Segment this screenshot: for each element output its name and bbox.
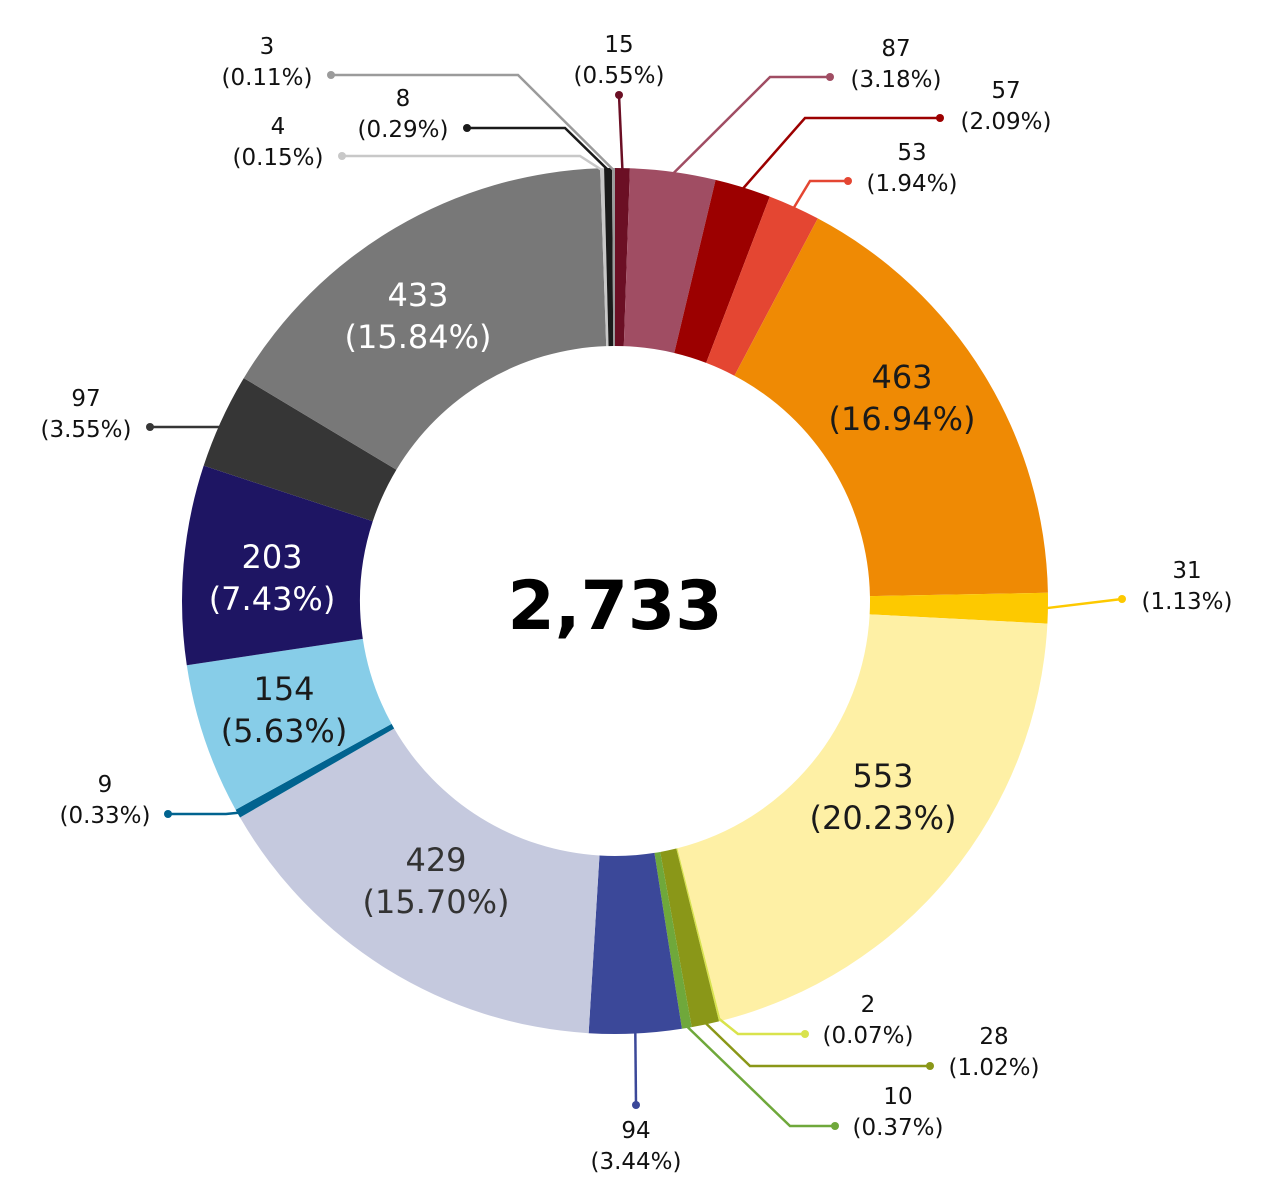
leader-dot-57	[936, 114, 944, 122]
slice-label-3: 3 (0.11%)	[221, 34, 312, 91]
slice-10	[654, 851, 692, 1029]
leader-dot-3	[327, 71, 335, 79]
leader-line-10	[685, 1025, 835, 1128]
leader-line-57	[741, 116, 940, 191]
leader-dot-94	[632, 1101, 640, 1109]
slice-label-2: 2 (0.07%)	[822, 992, 913, 1049]
slice-53	[706, 196, 818, 376]
leader-line-9	[168, 811, 240, 816]
leader-dot-2	[801, 1030, 809, 1038]
slice-3	[612, 168, 615, 347]
slice-label-553: 553 (20.23%)	[810, 757, 957, 837]
leader-dot-4	[338, 152, 346, 160]
leader-dot-15	[615, 91, 623, 99]
leader-dot-87	[826, 73, 834, 81]
slice-9	[235, 723, 395, 818]
slice-429	[240, 728, 600, 1034]
slice-203	[182, 465, 373, 666]
leader-line-87	[671, 75, 830, 175]
leader-lines	[146, 71, 1126, 1130]
leader-dot-9	[164, 810, 172, 818]
slice-label-53: 53 (1.94%)	[866, 140, 957, 197]
leader-dot-28	[926, 1062, 934, 1070]
slice-553	[677, 614, 1048, 1021]
slice-label-10: 10 (0.37%)	[852, 1084, 943, 1141]
slice-57	[674, 179, 770, 363]
slice-15	[615, 168, 630, 347]
donut-slices	[182, 168, 1048, 1034]
slice-31	[869, 592, 1048, 624]
slice-label-463: 463 (16.94%)	[829, 358, 976, 438]
slice-8	[604, 168, 614, 347]
slice-labels: 15 (0.55%) 87 (3.18%) 57 (2.09%)53 (1.94%) 463(…	[40, 32, 1232, 1175]
leader-line-2	[718, 1018, 805, 1036]
center-total-label: 2,733	[507, 567, 722, 646]
leader-line-53	[792, 179, 848, 210]
slice-87	[623, 168, 716, 353]
leader-dot-97	[146, 423, 154, 431]
leader-line-97	[150, 420, 225, 429]
slice-label-203: 203 (7.43%)	[209, 538, 336, 618]
slice-4	[600, 168, 609, 347]
leader-line-8	[467, 126, 609, 171]
leader-dot-31	[1118, 595, 1126, 603]
slice-94	[588, 852, 682, 1034]
leader-line-28	[704, 1021, 930, 1068]
leader-line-31	[1045, 597, 1123, 610]
slice-97	[203, 378, 397, 522]
slice-label-97: 97 (3.55%)	[40, 386, 131, 443]
slice-154	[186, 638, 392, 810]
slice-label-87: 87 (3.18%)	[850, 36, 941, 93]
slice-label-9: 9 (0.33%)	[59, 772, 150, 829]
leader-line-15	[617, 94, 624, 171]
slice-463	[734, 218, 1048, 597]
slice-28	[660, 848, 719, 1028]
slice-label-57: 57 (2.09%)	[960, 78, 1051, 135]
slice-label-94: 94 (3.44%)	[590, 1118, 681, 1175]
leader-line-4	[342, 154, 603, 172]
slice-label-8: 8 (0.29%)	[357, 86, 448, 143]
slice-label-433: 433 (15.84%)	[345, 276, 492, 356]
leader-line-3	[331, 73, 615, 171]
slice-label-28: 28 (1.02%)	[948, 1024, 1039, 1081]
leader-line-94	[634, 1031, 638, 1106]
leader-dot-10	[831, 1122, 839, 1130]
slice-433	[243, 168, 607, 470]
leader-dot-8	[463, 124, 471, 132]
leader-dot-53	[844, 177, 852, 185]
slice-label-31: 31 (1.13%)	[1141, 558, 1232, 615]
slice-label-429: 429 (15.70%)	[363, 841, 510, 921]
slice-2	[676, 848, 721, 1022]
slice-label-15: 15 (0.55%)	[573, 32, 664, 89]
slice-label-4: 4 (0.15%)	[232, 114, 323, 171]
slice-label-154: 154 (5.63%)	[221, 670, 348, 750]
